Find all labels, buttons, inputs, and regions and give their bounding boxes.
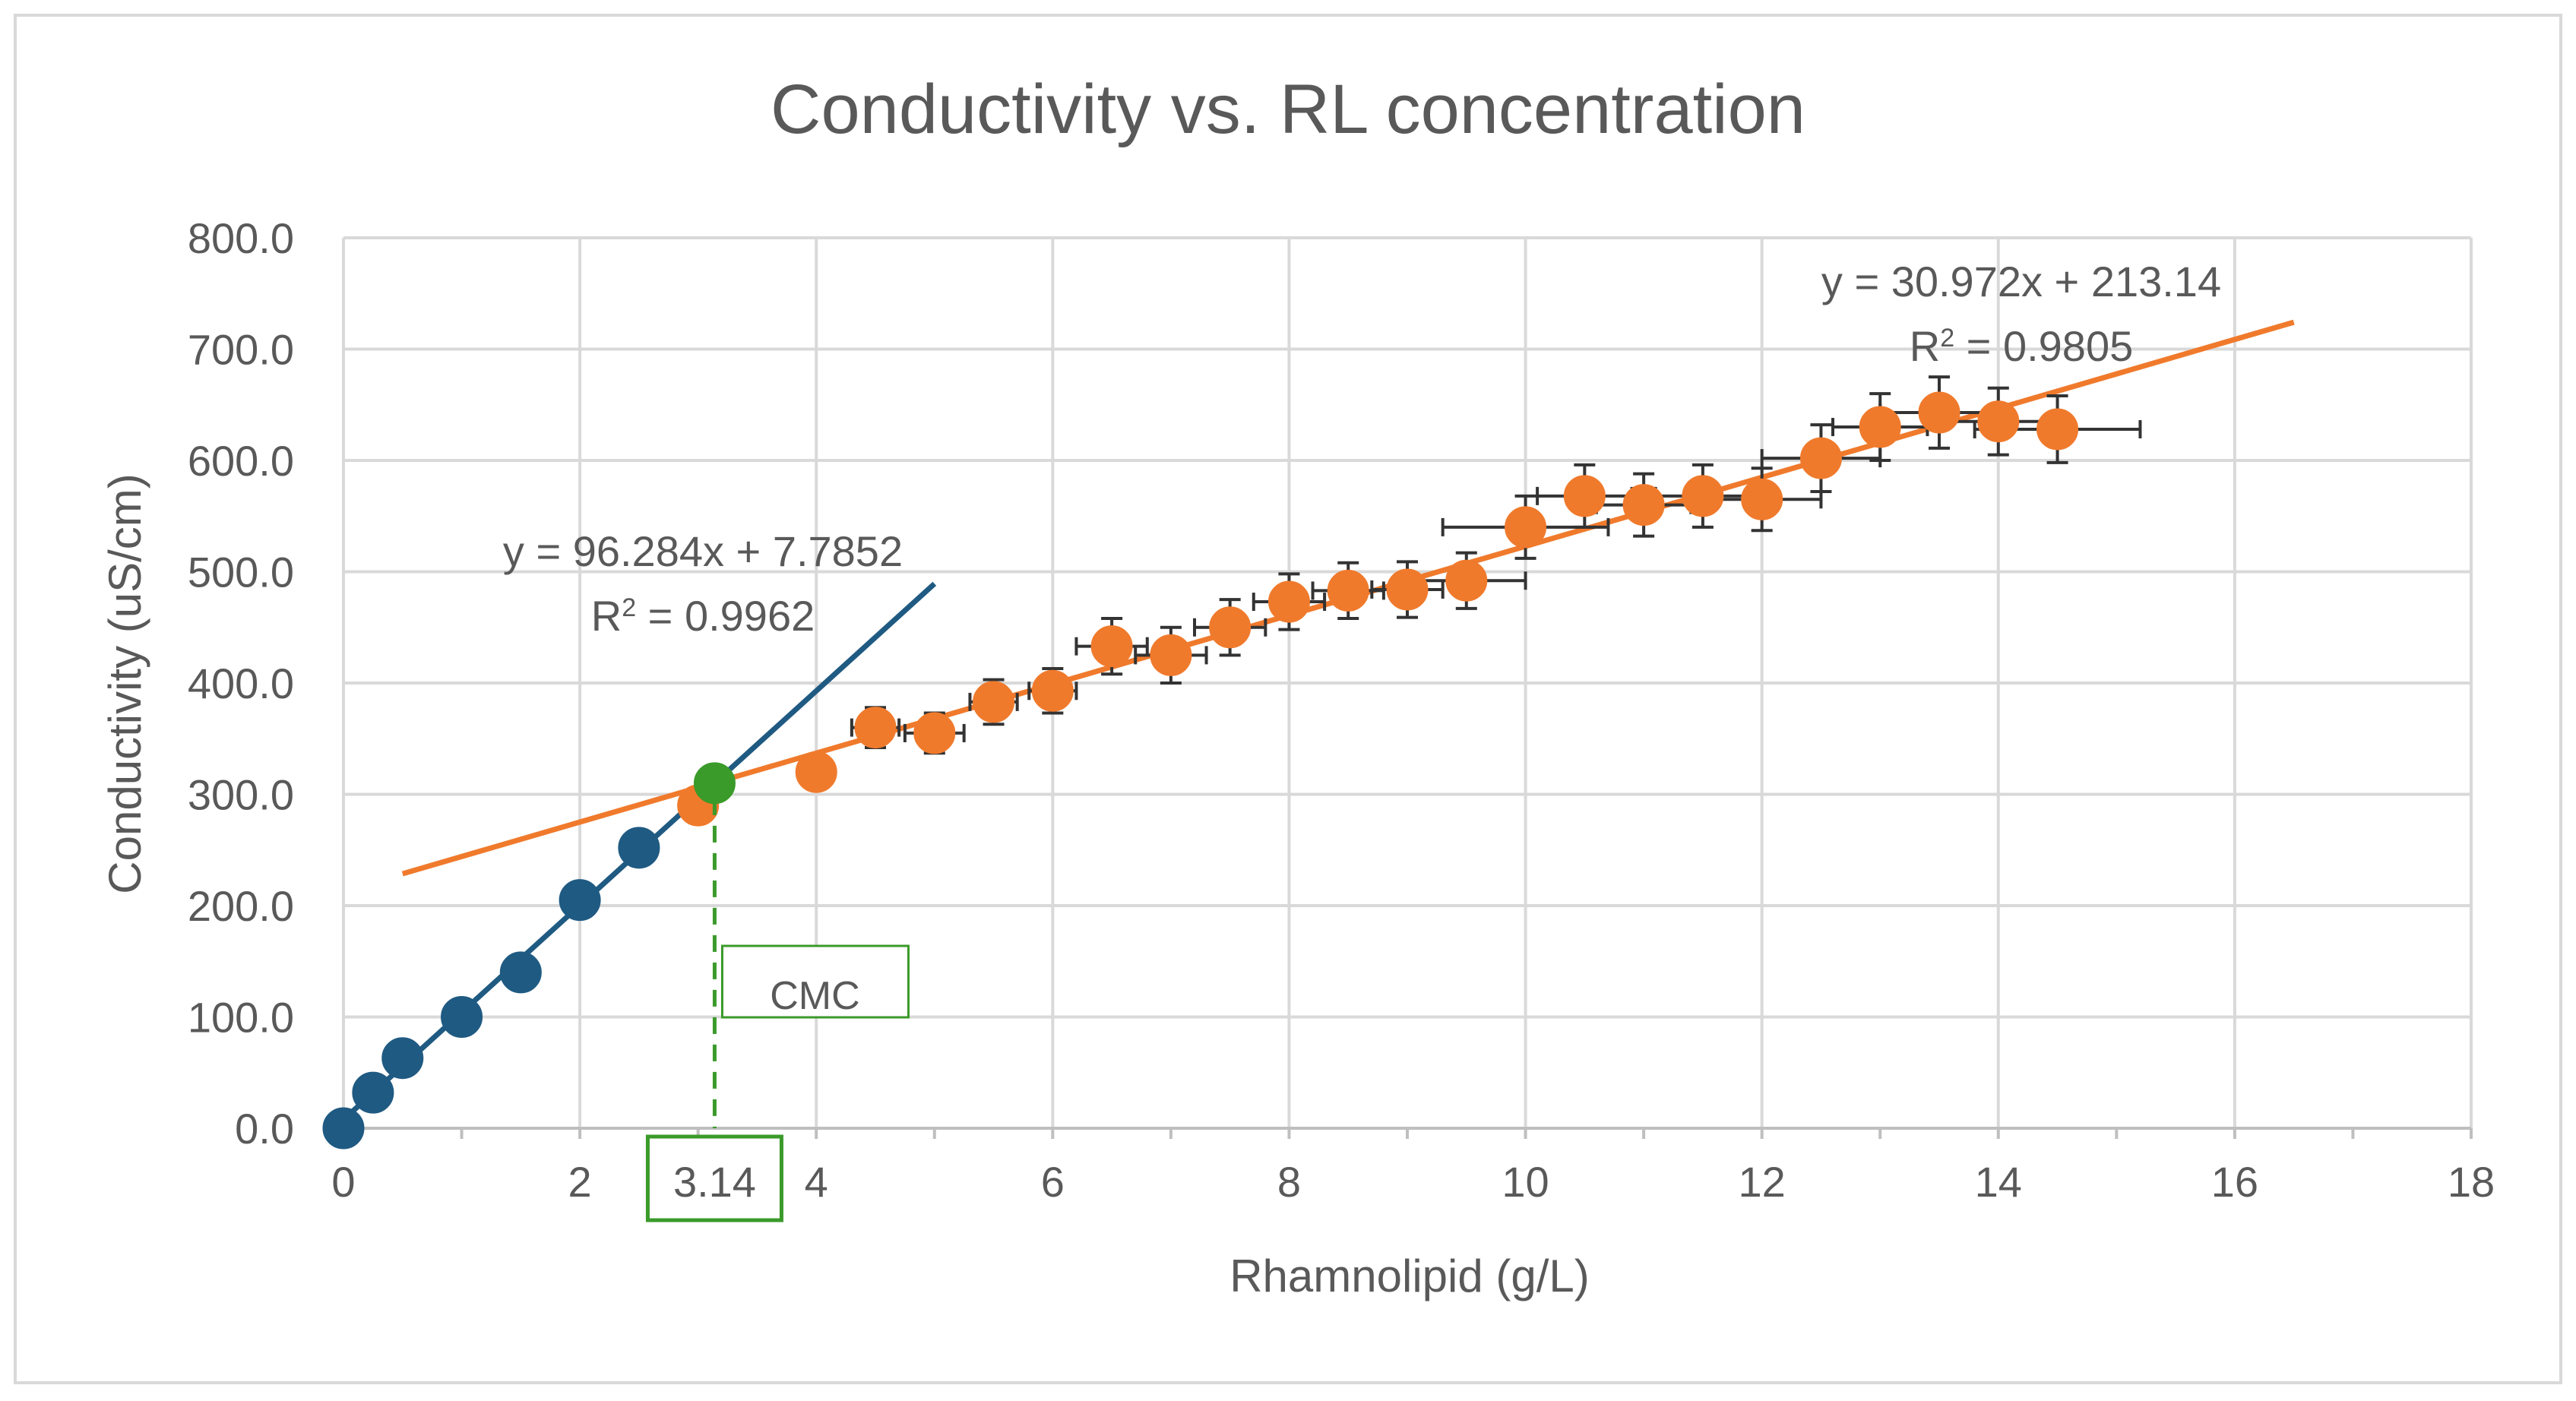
- x-tick-label: 2: [568, 1158, 592, 1206]
- data-point: [795, 751, 837, 793]
- data-point: [1918, 391, 1960, 434]
- cmc-value-box: [645, 1134, 783, 1222]
- data-point: [1209, 606, 1252, 649]
- data-point: [322, 1107, 365, 1150]
- data-point: [693, 762, 736, 805]
- x-tick-label: 4: [805, 1158, 828, 1206]
- x-tick-label: 8: [1277, 1158, 1301, 1206]
- y-tick-label: 100.0: [188, 994, 294, 1042]
- data-point: [499, 951, 542, 994]
- x-tick-label: 16: [2211, 1158, 2258, 1206]
- cmc-value-label: 3.14: [673, 1158, 756, 1206]
- y-tick-label: 200.0: [188, 882, 294, 930]
- annotation-layer: CMC 3.14 y = 96.284x + 7.7852 R2 = 0.9962 y …: [503, 258, 2221, 1222]
- data-point: [559, 879, 601, 922]
- data-point: [1799, 437, 1842, 479]
- cmc-label: CMC: [770, 974, 859, 1018]
- data-point: [1090, 625, 1133, 668]
- data-point: [1445, 559, 1488, 602]
- y-tick-label: 700.0: [188, 326, 294, 374]
- data-point: [618, 827, 660, 869]
- data-point: [1031, 669, 1074, 712]
- x-tick-label: 6: [1041, 1158, 1065, 1206]
- data-point: [1505, 506, 1547, 549]
- trendline-r-squared: R2 = 0.9962: [591, 592, 815, 640]
- point-layer: [322, 391, 2079, 1150]
- trendline-r-squared: R2 = 0.9805: [1910, 322, 2133, 370]
- chart-title: Conductivity vs. RL concentration: [771, 71, 1805, 148]
- data-point: [854, 707, 897, 749]
- data-point: [1741, 478, 1783, 520]
- data-point: [2036, 408, 2079, 451]
- data-point: [973, 681, 1015, 723]
- data-point: [381, 1037, 424, 1080]
- data-point: [913, 712, 956, 754]
- data-point: [1327, 569, 1369, 612]
- y-axis-label: Conductivity (uS/cm): [100, 473, 150, 893]
- axis-layer: 0.0100.0200.0300.0400.0500.0600.0700.080…: [188, 214, 2495, 1206]
- y-tick-label: 500.0: [188, 549, 294, 596]
- y-tick-label: 300.0: [188, 771, 294, 819]
- x-axis-label: Rhamnolipid (g/L): [1229, 1251, 1590, 1301]
- trendline-equation: y = 96.284x + 7.7852: [503, 527, 903, 575]
- x-tick-label: 18: [2448, 1158, 2495, 1206]
- data-point: [441, 996, 483, 1038]
- data-point: [352, 1071, 394, 1114]
- cmc-label-box: [720, 944, 910, 1019]
- data-point: [1386, 568, 1429, 611]
- data-point: [1682, 475, 1724, 517]
- y-tick-label: 0.0: [235, 1105, 294, 1153]
- trendline-equation: y = 30.972x + 213.14: [1821, 258, 2221, 305]
- data-point: [1622, 484, 1665, 527]
- x-tick-label: 0: [331, 1158, 355, 1206]
- data-point: [1859, 406, 1901, 448]
- data-point: [1267, 580, 1310, 623]
- y-tick-label: 400.0: [188, 659, 294, 707]
- x-tick-label: 10: [1502, 1158, 1549, 1206]
- y-tick-label: 800.0: [188, 214, 294, 262]
- x-tick-label: 12: [1739, 1158, 1786, 1206]
- grid-layer: [343, 236, 2473, 1128]
- data-point: [1150, 634, 1192, 676]
- data-point: [1977, 400, 2020, 443]
- x-tick-label: 14: [1975, 1158, 2022, 1206]
- y-tick-label: 600.0: [188, 437, 294, 485]
- data-point: [1563, 475, 1606, 517]
